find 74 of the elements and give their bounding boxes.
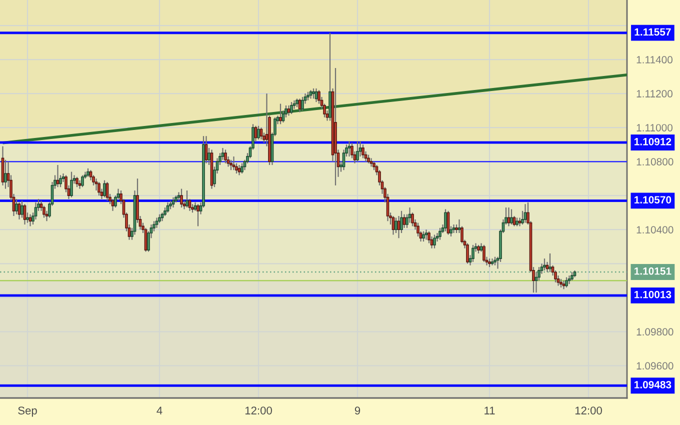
candlestick	[472, 244, 474, 262]
ref-line-label: 1.11557	[634, 28, 671, 36]
candlestick	[279, 103, 282, 125]
candlestick	[257, 125, 260, 140]
candlestick	[543, 258, 546, 271]
candlestick	[155, 217, 158, 228]
candlestick	[444, 208, 447, 232]
candlestick	[70, 171, 73, 198]
candlestick	[356, 140, 359, 162]
candlestick	[565, 276, 568, 288]
x-tick-label: 4	[156, 406, 162, 414]
candlestick	[186, 190, 188, 208]
candlestick	[144, 227, 148, 252]
candlestick	[562, 280, 566, 290]
ref-line-label: 1.10912	[634, 138, 672, 146]
candlestick	[18, 202, 21, 220]
candlestick	[240, 162, 244, 174]
candlestick	[424, 229, 428, 240]
candlestick	[397, 215, 400, 239]
y-tick-label: 1.09800	[636, 328, 674, 336]
candlestick	[568, 274, 571, 285]
candlestick	[103, 180, 106, 198]
candlestick	[348, 140, 351, 158]
candlestick	[23, 204, 26, 226]
candlestick	[232, 156, 236, 171]
y-tick-label: 1.10800	[636, 158, 674, 166]
y-tick-label: 1.09600	[636, 362, 674, 370]
y-tick-label: 1.10400	[636, 226, 674, 234]
candlestick	[482, 244, 486, 262]
candlestick	[490, 258, 494, 266]
x-tick-label: 9	[354, 406, 360, 414]
candlestick	[452, 224, 456, 234]
ref-line-label: 1.10151	[634, 267, 672, 275]
candlestick	[433, 234, 436, 249]
candlestick	[466, 242, 469, 264]
candlestick	[290, 101, 293, 115]
candlestick	[438, 227, 442, 240]
candlestick	[196, 204, 200, 227]
candlestick	[94, 178, 98, 192]
candlestick	[446, 210, 450, 236]
candlestick	[400, 210, 403, 234]
candlestick	[180, 188, 183, 208]
ref-line-label: 1.09483	[634, 381, 672, 388]
candlestick	[358, 140, 362, 158]
y-tick-label: 1.11200	[636, 90, 673, 98]
x-tick-label: Sep	[18, 406, 37, 417]
candlestick	[422, 230, 425, 242]
candlestick	[524, 204, 527, 224]
x-tick-label: 12:00	[575, 406, 602, 414]
candlestick	[362, 144, 364, 159]
candlestick	[314, 88, 318, 103]
candlestick	[260, 127, 263, 140]
ref-line-label: 1.10570	[634, 196, 672, 204]
candlestick	[554, 270, 557, 283]
candlestick	[394, 217, 398, 234]
candlestick	[166, 202, 170, 214]
candlestick	[224, 149, 227, 164]
candlestick	[298, 98, 302, 113]
candlestick	[556, 274, 560, 286]
candlestick	[230, 159, 232, 171]
candlestick	[312, 88, 315, 100]
x-tick-label: 11	[484, 406, 495, 414]
candlestick	[370, 158, 373, 168]
candlestick	[301, 96, 304, 112]
y-tick-label: 1.11400	[636, 56, 673, 64]
candlestick	[510, 208, 513, 226]
y-tick-label: 1.11000	[636, 124, 673, 132]
candlestick	[76, 176, 78, 188]
candlestick	[81, 174, 84, 188]
candlestick	[98, 181, 100, 196]
candlestick	[430, 236, 434, 249]
candlestick	[548, 252, 552, 273]
x-tick-label: 12:00	[245, 406, 272, 414]
ref-line-label: 1.10013	[634, 290, 672, 298]
